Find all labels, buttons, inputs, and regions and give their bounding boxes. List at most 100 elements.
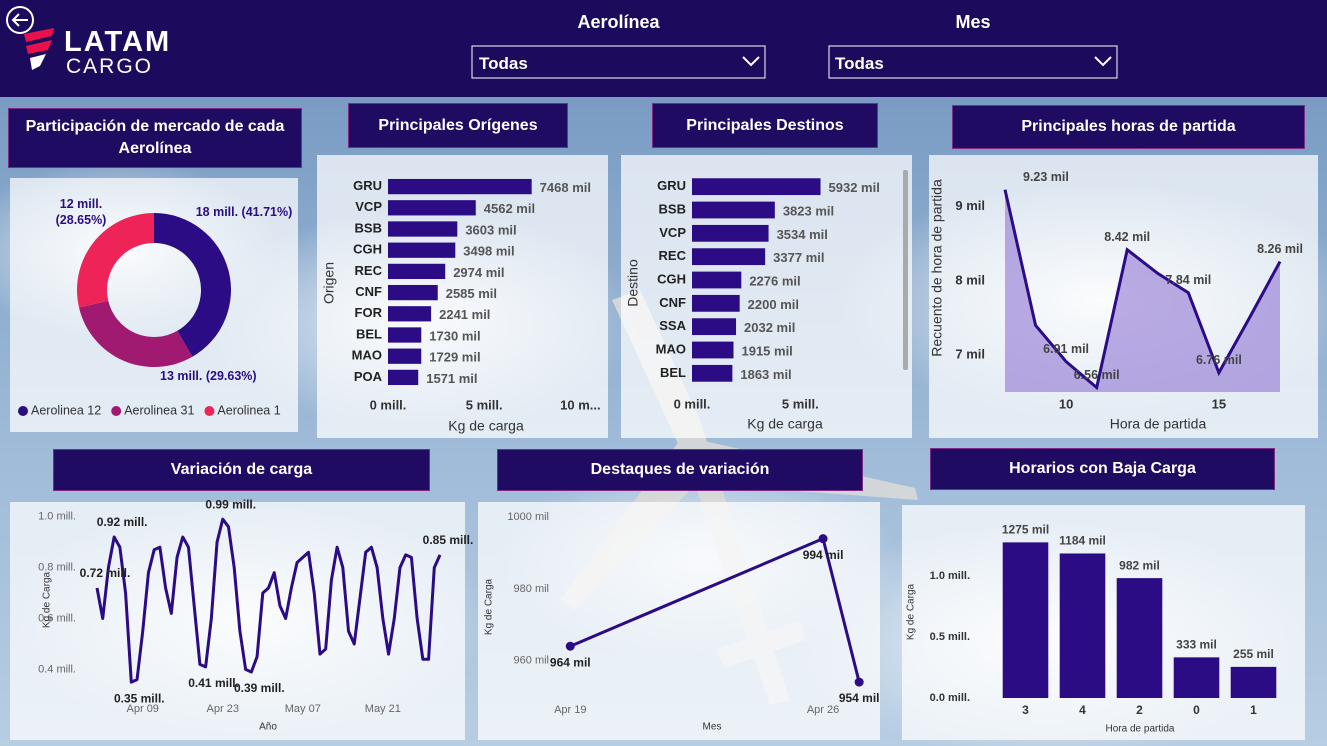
x-tick-label: May 21 xyxy=(365,703,401,715)
data-label: 0.72 mill. xyxy=(80,566,131,580)
logo-mark xyxy=(24,28,54,70)
x-axis-title: Kg de carga xyxy=(448,418,524,434)
y-tick-label: 7 mil xyxy=(955,346,985,361)
category-label: BEL xyxy=(660,365,686,380)
data-label: 6.56 mil xyxy=(1074,368,1120,382)
area-fill xyxy=(1005,189,1280,392)
legend-swatch xyxy=(204,406,215,416)
y-tick-label: 1.0 mill. xyxy=(930,570,970,582)
bar xyxy=(388,263,446,280)
y-tick-label: 980 mil xyxy=(514,583,549,595)
dropdown[interactable] xyxy=(828,45,1118,79)
category-label: CNF xyxy=(355,284,382,299)
data-label: 18 mill. (41.71%) xyxy=(195,205,293,219)
back-button[interactable] xyxy=(6,6,34,34)
x-tick-label: 3 xyxy=(1022,703,1029,717)
x-axis-title: Mes xyxy=(703,722,722,733)
chart-title: Horarios con Baja Carga xyxy=(930,448,1275,490)
data-label: 954 mil xyxy=(839,691,880,705)
bar xyxy=(388,306,432,322)
dropdown-chevron xyxy=(1094,56,1112,67)
x-tick-label: 1 xyxy=(1250,703,1257,717)
data-label: 2200 mil xyxy=(748,297,799,312)
header-bar xyxy=(0,0,1327,97)
filter-value[interactable]: Todas xyxy=(479,54,528,73)
line xyxy=(95,517,442,684)
y-axis-title: Origen xyxy=(321,262,337,304)
data-label: 994 mil xyxy=(803,548,844,562)
data-label: 0.39 mill. xyxy=(234,681,285,695)
data-label: 0.35 mill. xyxy=(114,691,165,705)
chart-title: Principales Destinos xyxy=(652,103,878,148)
bar xyxy=(388,369,419,386)
filter-label: Aerolínea xyxy=(577,12,660,32)
category-label: GRU xyxy=(353,178,382,193)
x-tick-label: Apr 19 xyxy=(554,704,586,716)
chart-title: Participación de mercado de cada Aerolín… xyxy=(8,108,302,168)
x-tick-label: 0 mill. xyxy=(370,397,407,412)
bar xyxy=(388,242,456,258)
bar xyxy=(692,271,742,289)
x-tick-label: 15 xyxy=(1212,396,1226,411)
x-tick-label: 0 xyxy=(1193,703,1200,717)
y-tick-label: 1000 mil xyxy=(507,511,549,523)
y-tick-label: 960 mil xyxy=(514,654,549,666)
x-axis-title: Hora de partida xyxy=(1110,416,1207,432)
data-label: 1571 mil xyxy=(426,371,477,386)
x-tick-label: Apr 09 xyxy=(127,703,159,715)
data-label: 3498 mil xyxy=(463,244,514,259)
data-label: 255 mil xyxy=(1233,647,1274,661)
data-label: 13 mill. (29.63%) xyxy=(160,369,257,383)
y-tick-label: 0.4 mill. xyxy=(38,663,76,675)
legend-swatch xyxy=(18,406,28,416)
category-label: VCP xyxy=(659,225,686,240)
x-axis-title: Hora de partida xyxy=(1106,724,1175,735)
category-label: CGH xyxy=(657,271,686,286)
x-tick-label: 10 m... xyxy=(560,397,600,412)
data-label: 2276 mil xyxy=(749,273,800,288)
bar xyxy=(388,284,438,301)
y-axis-title: Kg de Carga xyxy=(42,571,53,628)
marker xyxy=(565,641,575,651)
logo-stripe xyxy=(30,54,46,70)
category-label: FOR xyxy=(355,305,383,320)
data-label: 1275 mil xyxy=(1002,523,1049,537)
data-label: 3603 mil xyxy=(465,222,516,237)
logo-stripe xyxy=(24,28,54,42)
legend-label: Aerolinea 1 xyxy=(217,403,280,417)
dropdown-chevron xyxy=(742,56,760,67)
y-axis-title: Kg de Carga xyxy=(484,578,495,635)
back-arrow xyxy=(11,13,28,27)
y-tick-label: 0.8 mill. xyxy=(38,561,76,573)
bar xyxy=(388,348,422,364)
data-label: 1184 mil xyxy=(1059,534,1106,548)
filter-value[interactable]: Todas xyxy=(835,54,884,73)
data-label: 0.85 mill. xyxy=(423,533,474,547)
x-tick-label: 2 xyxy=(1136,703,1143,717)
dropdown[interactable] xyxy=(471,45,766,79)
legend-swatch xyxy=(111,406,122,416)
bar xyxy=(692,224,769,242)
category-label: BEL xyxy=(356,326,382,341)
legend-label: Aerolinea 31 xyxy=(124,403,194,417)
bar xyxy=(388,327,422,343)
chart-title: Principales Orígenes xyxy=(348,103,568,148)
y-tick-label: 1.0 mill. xyxy=(38,511,76,523)
data-label: 9.23 mil xyxy=(1023,170,1069,184)
category-label: BSB xyxy=(355,220,382,235)
category-label: BSB xyxy=(659,201,686,216)
logo-text: LATAM xyxy=(64,26,172,58)
data-label: 0.92 mill. xyxy=(97,515,148,529)
line xyxy=(1003,189,1282,391)
data-label: 8.42 mil xyxy=(1104,230,1150,244)
category-label: SSA xyxy=(659,318,686,333)
data-label: 982 mil xyxy=(1119,558,1160,572)
data-label: 0.99 mill. xyxy=(205,497,256,511)
data-label: 1863 mil xyxy=(740,367,791,382)
category-label: MAO xyxy=(656,341,686,356)
data-label: 2974 mil xyxy=(453,265,504,280)
category-label: GRU xyxy=(657,178,686,193)
bar xyxy=(388,200,476,216)
bar xyxy=(692,294,740,312)
